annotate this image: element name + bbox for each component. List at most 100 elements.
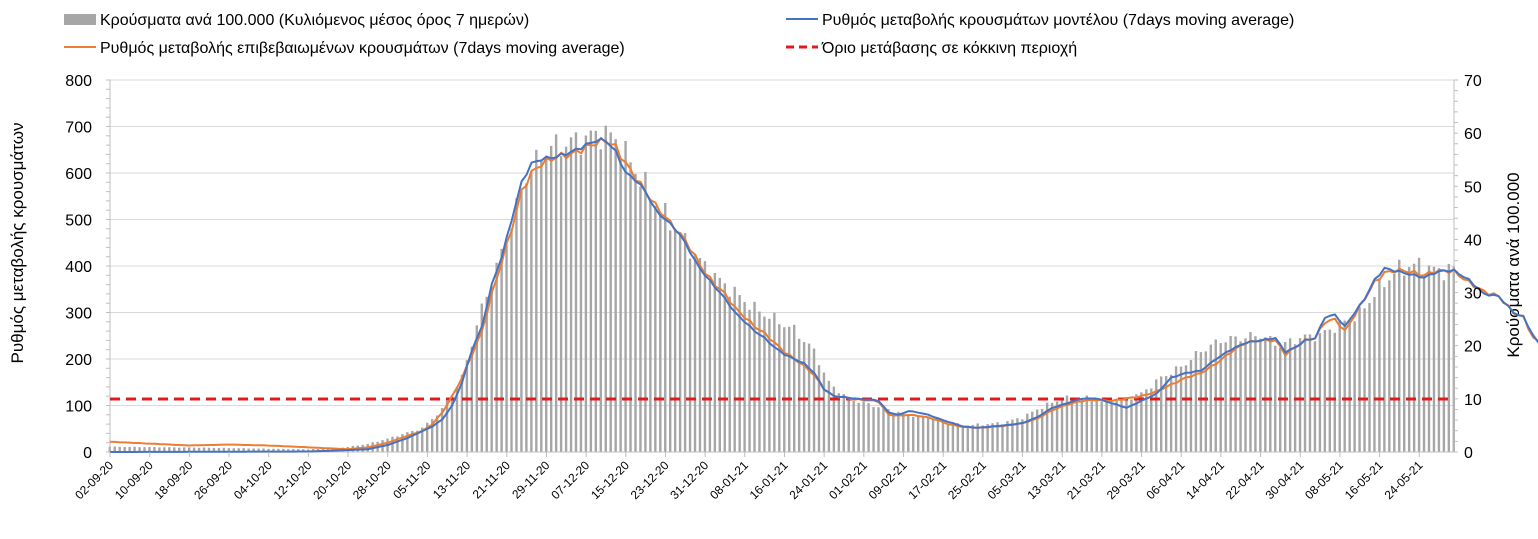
bar — [192, 447, 196, 452]
x-tick-label: 07-12-20 — [548, 458, 592, 502]
bar — [272, 448, 275, 452]
bar — [257, 448, 260, 452]
y-left-tick-label: 800 — [65, 73, 92, 90]
bar — [589, 130, 593, 452]
bar — [118, 446, 121, 452]
bar — [847, 397, 850, 452]
bar — [1298, 338, 1302, 452]
bar — [153, 447, 156, 452]
bar — [614, 139, 617, 453]
bar — [217, 448, 221, 452]
bar — [708, 281, 712, 452]
bar — [624, 140, 627, 453]
bar — [1264, 337, 1267, 452]
bar — [465, 360, 469, 452]
bar — [1194, 351, 1198, 452]
bar — [584, 135, 588, 452]
bar — [1288, 338, 1292, 452]
bar — [817, 365, 821, 452]
bar — [832, 386, 836, 452]
bar — [292, 449, 295, 452]
bar — [981, 425, 984, 452]
bar — [1274, 345, 1277, 452]
bar — [1388, 280, 1391, 452]
y-left-title: Ρυθμός μεταβολής κρουσμάτων — [8, 123, 27, 364]
bar — [1348, 320, 1351, 452]
bar — [1447, 263, 1451, 452]
bar — [852, 401, 855, 452]
x-tick-label: 25-02-21 — [945, 458, 989, 502]
x-tick-label: 21-11-20 — [470, 458, 513, 501]
bar — [1373, 297, 1376, 452]
bar — [1075, 398, 1079, 452]
bar — [827, 380, 831, 452]
legend-label-bars: Κρούσματα ανά 100.000 (Κυλιόμενος μέσος … — [100, 12, 529, 29]
bar — [788, 326, 791, 452]
x-tick-label: 22-04-21 — [1223, 458, 1267, 502]
bar — [619, 159, 622, 452]
bar — [1155, 379, 1158, 452]
legend-item-model: Ρυθμός μεταβολής κρουσμάτων μοντέλου (7d… — [786, 12, 1294, 29]
x-ticks: 02-09-2010-09-2018-09-2026-09-2004-10-20… — [72, 452, 1426, 502]
bar — [1239, 341, 1242, 452]
x-tick-label: 12-10-20 — [271, 458, 315, 502]
bar — [430, 419, 434, 452]
bar — [1184, 365, 1188, 452]
bar — [1407, 267, 1411, 452]
bar — [1244, 338, 1247, 452]
x-tick-label: 23-12-20 — [628, 458, 672, 502]
bar — [1209, 344, 1212, 452]
bar — [421, 427, 424, 452]
bar — [1234, 336, 1237, 452]
x-tick-label: 13-11-20 — [430, 458, 473, 501]
bar — [1011, 419, 1014, 452]
bar — [207, 447, 211, 452]
bar — [1224, 342, 1227, 452]
x-tick-label: 05-03-21 — [985, 458, 1029, 502]
x-tick-label: 08-05-21 — [1302, 458, 1346, 502]
bar — [599, 149, 602, 453]
bar — [1254, 336, 1257, 452]
y-right-title: Κρούσματα ανά 100.000 — [1504, 172, 1523, 357]
bar — [455, 386, 459, 452]
bar — [807, 343, 811, 452]
x-tick-label: 31-12-20 — [667, 458, 711, 502]
bar — [688, 258, 692, 452]
bar — [912, 416, 915, 452]
bar — [113, 446, 116, 452]
x-tick-label: 16-01-21 — [747, 458, 791, 502]
legend-label-confirmed: Ρυθμός μεταβολής επιβεβαιωμένων κρουσμάτ… — [100, 40, 625, 57]
x-tick-label: 17-02-21 — [905, 458, 949, 502]
bar — [163, 447, 166, 452]
bar — [609, 132, 612, 452]
bar — [480, 303, 483, 452]
bar — [564, 146, 568, 452]
bar — [401, 434, 404, 452]
bar — [1249, 332, 1252, 452]
bar — [168, 447, 171, 452]
legend-label-threshold: Όριο μετάβασης σε κόκκινη περιοχή — [821, 40, 1077, 57]
y-left-tick-label: 200 — [65, 352, 92, 369]
bar — [659, 211, 662, 452]
bar — [1040, 408, 1044, 452]
bar — [907, 414, 910, 452]
bar — [1343, 320, 1346, 452]
x-tick-label: 28-10-20 — [350, 458, 394, 502]
bar — [897, 411, 900, 452]
bar — [1214, 339, 1217, 452]
bar — [262, 448, 265, 452]
legend-label-model: Ρυθμός μεταβολής κρουσμάτων μοντέλου (7d… — [822, 12, 1294, 29]
bar — [723, 283, 726, 452]
y-right-tick-label: 0 — [1464, 445, 1473, 462]
bar — [634, 173, 637, 452]
y-right-tick-label: 40 — [1464, 232, 1482, 249]
x-tick-label: 08-01-21 — [707, 458, 751, 502]
bar — [1378, 278, 1381, 452]
bar — [173, 447, 176, 452]
bar — [282, 448, 285, 452]
x-tick-label: 18-09-20 — [152, 458, 196, 502]
bar — [941, 421, 945, 452]
bar — [778, 324, 781, 452]
bar — [554, 134, 558, 452]
x-tick-label: 09-02-21 — [866, 458, 910, 502]
